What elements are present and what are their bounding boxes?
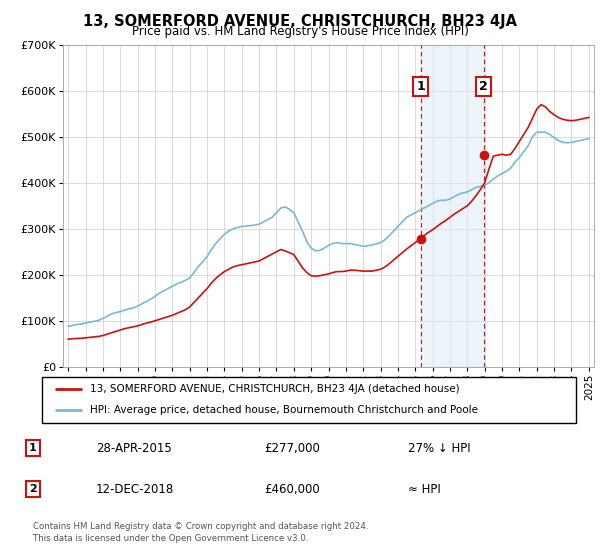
Text: £460,000: £460,000 [264, 483, 320, 496]
Text: HPI: Average price, detached house, Bournemouth Christchurch and Poole: HPI: Average price, detached house, Bour… [90, 405, 478, 416]
Text: 2: 2 [29, 484, 37, 494]
Bar [421, 45, 484, 367]
Text: 27% ↓ HPI: 27% ↓ HPI [408, 442, 470, 455]
Text: ≈ HPI: ≈ HPI [408, 483, 441, 496]
Text: 13, SOMERFORD AVENUE, CHRISTCHURCH, BH23 4JA (detached house): 13, SOMERFORD AVENUE, CHRISTCHURCH, BH23… [90, 384, 460, 394]
Text: 13, SOMERFORD AVENUE, CHRISTCHURCH, BH23 4JA: 13, SOMERFORD AVENUE, CHRISTCHURCH, BH23… [83, 14, 517, 29]
Text: Contains HM Land Registry data © Crown copyright and database right 2024.
This d: Contains HM Land Registry data © Crown c… [33, 522, 368, 543]
Text: Price paid vs. HM Land Registry's House Price Index (HPI): Price paid vs. HM Land Registry's House … [131, 25, 469, 38]
Text: 1: 1 [29, 443, 37, 453]
Text: 1: 1 [416, 80, 425, 93]
Text: 2: 2 [479, 80, 488, 93]
Text: £277,000: £277,000 [264, 442, 320, 455]
Text: 28-APR-2015: 28-APR-2015 [96, 442, 172, 455]
Text: 12-DEC-2018: 12-DEC-2018 [96, 483, 174, 496]
